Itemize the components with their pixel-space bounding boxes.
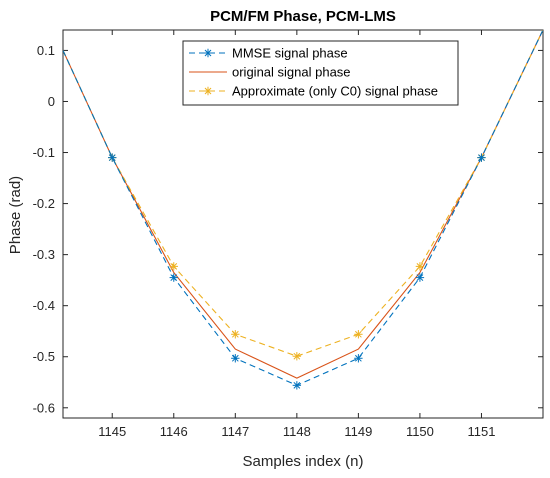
x-tick-label: 1146 — [160, 424, 188, 439]
legend: MMSE signal phase original signal phase Ap… — [182, 40, 459, 106]
x-tick-label: 1149 — [344, 424, 372, 439]
x-tick-label: 1148 — [283, 424, 311, 439]
y-tick-label: 0 — [48, 94, 55, 109]
legend-marker-mmse-signal-phase — [203, 48, 213, 58]
chart-title: PCM/FM Phase, PCM-LMS — [210, 8, 396, 25]
series-line-approximate-only-c0-signal-phase — [63, 30, 543, 357]
data-point-approximate-only-c0-signal-phase — [354, 330, 363, 339]
data-point-approximate-only-c0-signal-phase — [415, 262, 425, 271]
y-tick-label: -0.5 — [33, 349, 55, 364]
data-point-approximate-only-c0-signal-phase — [169, 262, 178, 271]
data-point-mmse-signal-phase — [231, 354, 240, 363]
data-point-mmse-signal-phase — [415, 273, 425, 282]
data-point-mmse-signal-phase — [108, 153, 117, 162]
x-tick-label: 1145 — [98, 424, 126, 439]
y-tick-label: -0.1 — [33, 145, 55, 160]
series-line-original-signal-phase — [63, 30, 543, 379]
data-point-mmse-signal-phase — [169, 273, 178, 282]
y-tick-label: -0.4 — [33, 298, 55, 313]
data-point-mmse-signal-phase — [354, 354, 363, 363]
y-tick-label: -0.3 — [33, 247, 55, 262]
x-tick-label: 1147 — [221, 424, 249, 439]
data-point-approximate-only-c0-signal-phase — [231, 330, 240, 339]
series-original-signal-phase — [63, 30, 543, 379]
plot-area-frame — [62, 29, 544, 419]
x-tick-label: 1151 — [467, 424, 495, 439]
data-point-mmse-signal-phase — [477, 153, 486, 162]
legend-marker-approximate-only-c0-signal-phase — [203, 86, 213, 96]
legend-label-original-signal-phase: original signal phase — [232, 65, 351, 80]
legend-label-approximate-only-c0-signal-phase: Approximate (only C0) signal phase — [232, 84, 438, 99]
x-axis-label: Samples index (n) — [243, 453, 364, 470]
legend-box — [182, 40, 459, 106]
data-point-mmse-signal-phase — [292, 381, 302, 390]
series-mmse-signal-phase — [63, 30, 543, 390]
y-tick-label: -0.6 — [33, 400, 55, 415]
data-point-approximate-only-c0-signal-phase — [292, 352, 302, 361]
plot-layer: 1145 1146 1147 1148 1149 1150 1151 0.1 0 -0.1 -0.2… — [33, 29, 544, 439]
y-tick-label: -0.2 — [33, 196, 55, 211]
x-tick-label: 1150 — [406, 424, 434, 439]
legend-label-mmse-signal-phase: MMSE signal phase — [232, 46, 348, 61]
y-axis-label: Phase (rad) — [7, 176, 24, 254]
y-tick-label: 0.1 — [37, 43, 55, 58]
